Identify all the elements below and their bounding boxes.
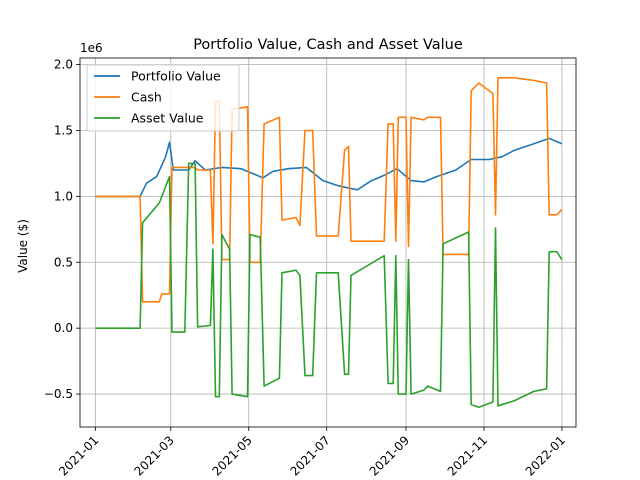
series-line — [95, 77, 563, 303]
y-tick-label: 1.0 — [54, 189, 73, 203]
legend: Portfolio Value Cash Asset Value — [86, 64, 240, 132]
x-tick-label: 2021-07 — [287, 433, 332, 478]
x-tick-label: 2021-09 — [367, 433, 412, 478]
y-tick-label: −0.5 — [44, 387, 73, 401]
x-tick-label: 2022-01 — [523, 433, 568, 478]
y-axis-label: Value ($) — [16, 219, 30, 273]
y-tick-label: 0.0 — [54, 321, 73, 335]
x-tick-label: 2021-01 — [56, 433, 101, 478]
y-tick-label: 1.5 — [54, 123, 73, 137]
y-tick-label: 2.0 — [54, 58, 73, 72]
x-tick-label: 2021-11 — [445, 433, 490, 478]
x-tick-label: 2021-03 — [132, 433, 177, 478]
legend-label: Portfolio Value — [131, 69, 221, 84]
plot-frame — [79, 57, 577, 428]
chart-title: Portfolio Value, Cash and Asset Value — [193, 37, 463, 53]
y-offset-text: 1e6 — [80, 41, 103, 55]
x-tick-label: 2021-05 — [210, 433, 255, 478]
series-layer — [95, 77, 563, 409]
y-tick-label: 0.5 — [54, 255, 73, 269]
x-ticks: 2021-01 2021-03 2021-05 2021-07 2021-09 2021-… — [56, 427, 568, 479]
y-ticks: −0.5 0.0 0.5 1.0 1.5 2.0 — [44, 58, 80, 401]
series-line — [95, 162, 563, 409]
legend-label: Asset Value — [131, 111, 204, 126]
legend-box — [86, 64, 240, 132]
legend-label: Cash — [131, 90, 162, 105]
